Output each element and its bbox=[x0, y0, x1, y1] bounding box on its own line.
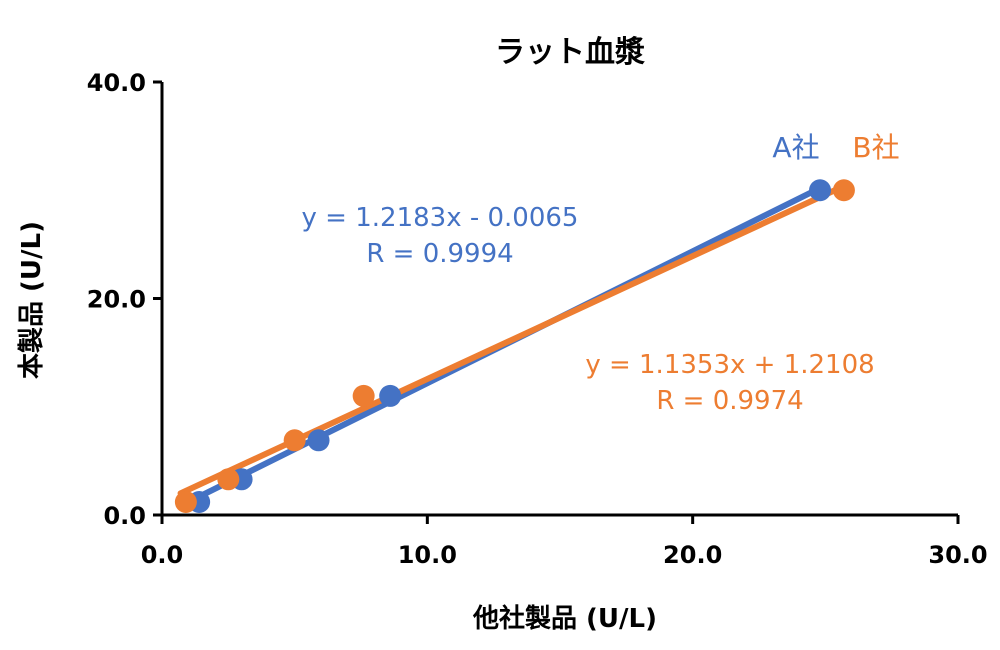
x-tick-label: 0.0 bbox=[141, 541, 184, 569]
x-tick-label: 30.0 bbox=[928, 541, 987, 569]
x-tick-label: 20.0 bbox=[663, 541, 722, 569]
data-points bbox=[174, 179, 855, 514]
data-point-series-b bbox=[174, 491, 197, 514]
series-b-equation: y = 1.1353x + 1.2108 bbox=[585, 350, 874, 380]
data-point-series-a bbox=[379, 384, 402, 407]
trendlines bbox=[177, 185, 842, 507]
series-a-equation: y = 1.2183x - 0.0065 bbox=[302, 203, 579, 233]
x-axis-ticks: 0.0 10.0 20.0 30.0 bbox=[141, 515, 988, 569]
data-point-series-b bbox=[832, 179, 855, 202]
data-point-series-a bbox=[307, 429, 330, 452]
x-axis-title: 他社製品 (U/L) bbox=[472, 603, 657, 634]
y-tick-label: 20.0 bbox=[87, 286, 146, 314]
y-tick-label: 0.0 bbox=[103, 502, 146, 530]
y-axis-title: 本製品 (U/L) bbox=[17, 221, 47, 379]
series-b-label: B社 bbox=[852, 131, 899, 164]
series-a-label: A社 bbox=[772, 131, 819, 164]
series-b-r-value: R = 0.9974 bbox=[656, 386, 803, 416]
data-point-series-a bbox=[809, 179, 832, 202]
chart-title: ラット血漿 bbox=[495, 35, 645, 70]
y-axis-ticks: 0.0 20.0 40.0 bbox=[87, 69, 162, 530]
series-a-r-value: R = 0.9994 bbox=[366, 239, 513, 269]
data-point-series-b bbox=[352, 384, 375, 407]
data-point-series-b bbox=[283, 429, 306, 452]
y-tick-label: 40.0 bbox=[87, 69, 146, 97]
data-point-series-b bbox=[217, 468, 240, 491]
x-tick-label: 10.0 bbox=[398, 541, 457, 569]
trendline-series-b bbox=[177, 185, 842, 497]
